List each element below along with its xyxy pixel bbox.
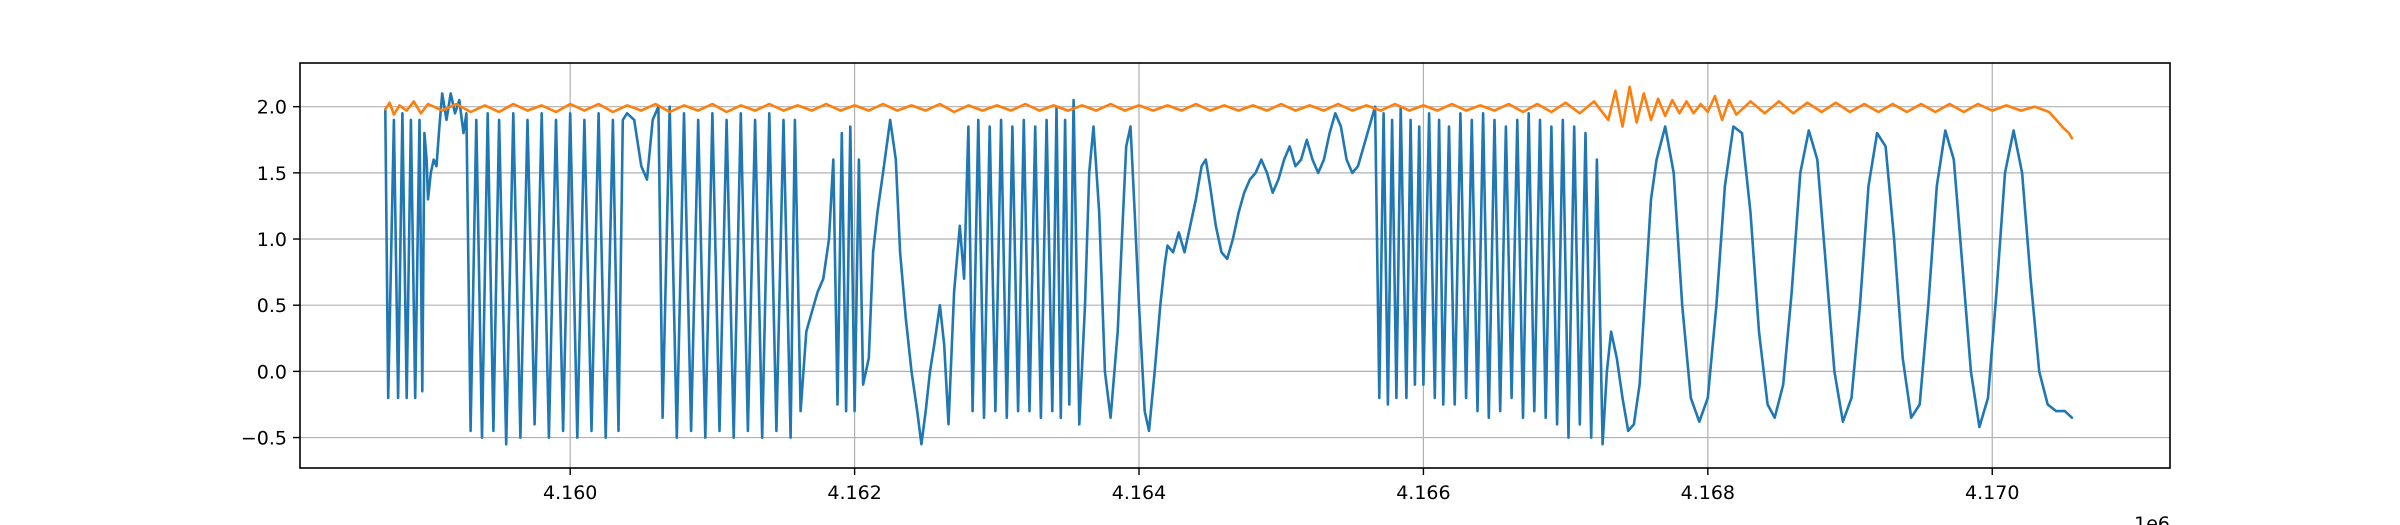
x-tick-label: 4.170 <box>1965 482 2019 504</box>
x-tick-label: 4.164 <box>1112 482 1166 504</box>
y-tick-label: 2.0 <box>257 97 287 119</box>
series-line-1 <box>384 92 2074 446</box>
x-tick-label: 4.162 <box>827 482 881 504</box>
y-tick-label: 0.5 <box>257 295 287 317</box>
ticks: 4.160 4.162 4.164 4.166 4.168 4.170 −0.5 0.0 0.5… <box>241 97 2020 504</box>
series-line-2 <box>384 85 2074 140</box>
y-tick-label: −0.5 <box>241 428 287 450</box>
y-tick-label: 0.0 <box>257 361 287 383</box>
y-tick-label: 1.0 <box>257 229 287 251</box>
x-tick-label: 4.160 <box>543 482 597 504</box>
x-tick-label: 4.168 <box>1681 482 1735 504</box>
y-tick-label: 1.5 <box>257 163 287 185</box>
x-offset-label: 1e6 <box>2134 513 2170 525</box>
x-tick-label: 4.166 <box>1396 482 1450 504</box>
plot-frame <box>299 62 2171 469</box>
series-group <box>384 85 2074 446</box>
